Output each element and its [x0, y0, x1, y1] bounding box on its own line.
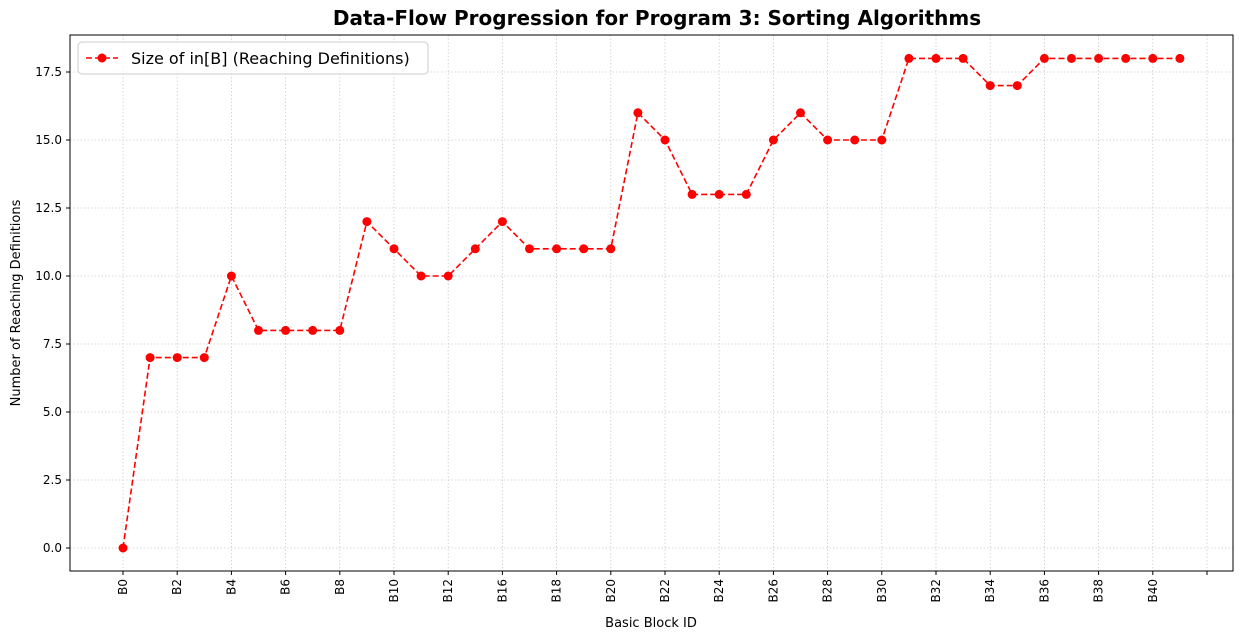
data-point	[1039, 53, 1049, 63]
data-point	[606, 244, 616, 254]
y-axis-ticks: 0.0 2.5 5.0 7.5 10.0 12.5 15.0 17.5	[35, 65, 70, 555]
x-tick-label: B26	[766, 579, 780, 603]
x-tick-label: B24	[712, 579, 726, 603]
x-tick-label: B10	[387, 579, 401, 603]
plot-frame	[69, 34, 1234, 572]
data-point	[226, 271, 236, 281]
data-point	[1121, 53, 1131, 63]
legend-label: Size of in[B] (Reaching Definitions)	[131, 49, 410, 68]
chart-title: Data-Flow Progression for Program 3: Sor…	[333, 6, 981, 30]
data-point	[281, 325, 291, 335]
data-point	[1148, 53, 1158, 63]
data-point	[714, 189, 724, 199]
x-tick-label: B12	[441, 579, 455, 603]
data-point	[199, 353, 209, 363]
data-point	[308, 325, 318, 335]
x-tick-label: B40	[1146, 579, 1160, 603]
data-point	[1094, 53, 1104, 63]
x-tick-label: B34	[983, 579, 997, 603]
data-point	[1012, 81, 1022, 91]
data-point	[416, 271, 426, 281]
x-tick-label: B22	[658, 579, 672, 603]
data-point	[687, 189, 697, 199]
grid-lines	[70, 35, 1233, 571]
data-point	[525, 244, 534, 254]
x-tick-label: B4	[224, 579, 238, 595]
x-axis-ticks: B0 B2 B4 B6 B8 B10 B12 B16 B18 B20 B22 B24 B26 B28 B30…	[116, 571, 1208, 603]
data-point	[1067, 53, 1076, 63]
data-point	[362, 217, 372, 227]
data-point	[633, 108, 643, 118]
x-tick-label: B20	[604, 579, 618, 603]
series-polyline	[122, 57, 1180, 549]
x-tick-label: B0	[116, 579, 130, 595]
data-point	[877, 135, 887, 145]
y-tick-label: 15.0	[35, 133, 62, 147]
y-tick-label: 17.5	[35, 65, 62, 79]
data-point	[497, 217, 507, 227]
data-point	[741, 189, 751, 199]
data-point	[796, 108, 805, 118]
data-point	[552, 244, 562, 254]
x-tick-label: B6	[279, 579, 293, 595]
data-point	[768, 135, 778, 145]
x-tick-label: B38	[1092, 579, 1106, 603]
data-point	[931, 53, 941, 63]
x-tick-label: B8	[333, 579, 347, 595]
y-tick-label: 5.0	[43, 405, 62, 419]
data-point	[389, 244, 399, 254]
x-axis-label: Basic Block ID	[605, 616, 697, 631]
y-tick-label: 12.5	[35, 201, 62, 215]
data-point	[145, 353, 155, 363]
data-point	[254, 325, 263, 335]
y-tick-label: 7.5	[43, 337, 62, 351]
data-point	[1175, 53, 1185, 63]
y-axis-label: Number of Reaching Definitions	[9, 199, 24, 406]
data-point	[958, 53, 968, 63]
x-tick-label: B18	[550, 579, 564, 603]
legend-box	[77, 41, 429, 75]
series-line	[118, 53, 1185, 553]
data-point	[335, 325, 345, 335]
x-tick-label: B32	[929, 579, 943, 603]
y-tick-label: 0.0	[43, 541, 62, 555]
data-point	[823, 135, 833, 145]
data-point	[660, 135, 670, 145]
legend: Size of in[B] (Reaching Definitions)	[77, 41, 429, 75]
x-tick-label: B28	[821, 579, 835, 603]
x-tick-label: B36	[1037, 579, 1051, 603]
data-point	[172, 353, 182, 363]
data-point	[850, 135, 860, 145]
data-point	[579, 244, 589, 254]
data-point	[985, 81, 995, 91]
x-tick-label: B16	[495, 579, 509, 603]
data-point	[443, 271, 453, 281]
x-tick-label: B30	[875, 579, 889, 603]
legend-marker	[97, 53, 107, 63]
data-point	[904, 53, 914, 63]
y-tick-label: 10.0	[35, 269, 62, 283]
data-point	[470, 244, 480, 254]
data-point	[118, 543, 128, 553]
y-tick-label: 2.5	[43, 473, 62, 487]
x-tick-label: B2	[170, 579, 184, 595]
